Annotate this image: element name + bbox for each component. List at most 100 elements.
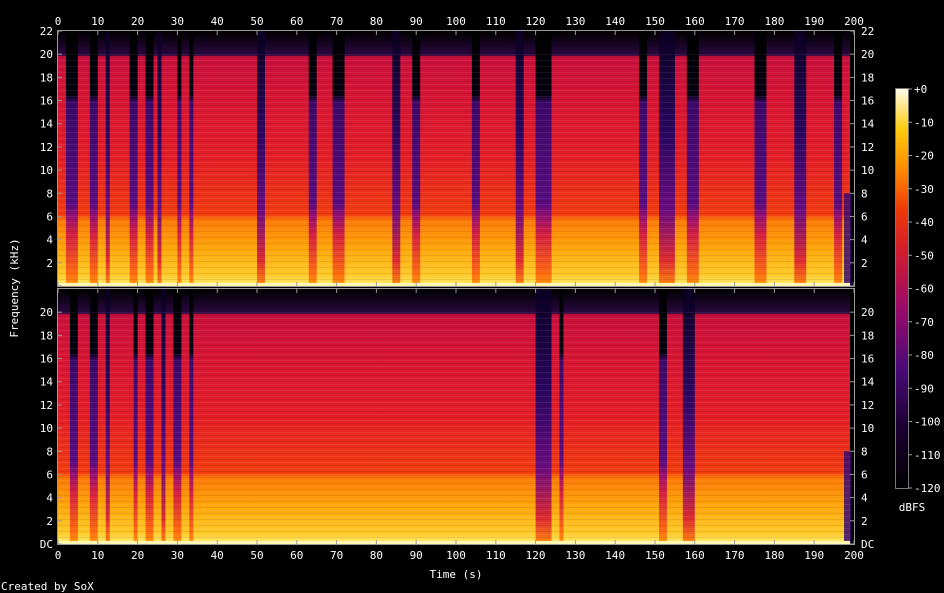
x-tick-label-top: 190 [804,15,824,28]
y-tick-label-left: 14 [40,376,54,389]
x-tick-label-bottom: 190 [804,549,824,562]
y-tick-label-left: 8 [46,445,53,458]
colorbar-tick-label: -80 [914,349,934,362]
channel-2-texture [58,312,851,544]
x-tick-label-bottom: 70 [330,549,343,562]
y-tick-label-right: 10 [861,164,874,177]
x-tick-label-bottom: 140 [605,549,625,562]
y-tick-label-right: 8 [861,187,868,200]
colorbar-tick-label: -90 [914,382,934,395]
y-tick-label-left: 18 [40,71,53,84]
x-tick-label-bottom: 120 [526,549,546,562]
y-tick-label-right: 12 [861,141,874,154]
y-axis-label: Frequency (kHz) [8,238,21,337]
y-tick-label-left: 2 [46,515,53,528]
x-tick-label-bottom: 30 [171,549,184,562]
y-tick-label-right: 6 [861,210,868,223]
x-tick-label-bottom: 40 [211,549,224,562]
y-tick-label-right: 18 [861,71,874,84]
colorbar-tick-label: -110 [914,449,941,462]
x-tick-label-bottom: 110 [486,549,506,562]
y-tick-label-left: 18 [40,329,53,342]
y-tick-label-right: 8 [861,445,868,458]
bottom-panel-frame [57,288,855,545]
x-tick-label-bottom: 170 [725,549,745,562]
x-axis-ticks: 0 0 10 10 20 20 30 30 40 40 50 50 60 60 70 70 80 80 90 90 10… [55,15,864,562]
colorbar [896,89,908,488]
colorbar-tick-label: -100 [914,416,941,429]
x-tick-label-top: 40 [211,15,224,28]
colorbar-tick-label: -50 [914,249,934,262]
colorbar-tick-label: -40 [914,216,934,229]
channel-1-dc-band [58,283,851,286]
y-tick-label-left: 16 [40,95,53,108]
x-tick-label-top: 10 [91,15,104,28]
colorbar-tick-label: -60 [914,283,934,296]
x-tick-label-bottom: 100 [446,549,466,562]
y-tick-label-left: 2 [46,257,53,270]
x-tick-label-top: 160 [685,15,705,28]
y-tick-label-left: 8 [46,187,53,200]
x-tick-label-top: 50 [250,15,263,28]
y-tick-label-left: 14 [40,118,54,131]
y-tick-label-right: 12 [861,399,874,412]
y-tick-label-right: 4 [861,492,868,505]
y-tick-label-left: 12 [40,141,53,154]
x-tick-label-bottom: 50 [250,549,263,562]
x-tick-label-top: 120 [526,15,546,28]
y-tick-label-left: 20 [40,306,53,319]
y-tick-label-left: 20 [40,48,53,61]
colorbar-tick-label: +0 [914,83,927,96]
y-tick-label-right: 2 [861,515,868,528]
x-tick-label-top: 0 [55,15,62,28]
x-tick-label-bottom: 150 [645,549,665,562]
x-tick-label-top: 100 [446,15,466,28]
y-tick-label-right: 14 [861,376,875,389]
x-tick-label-top: 170 [725,15,745,28]
x-tick-label-bottom: 10 [91,549,104,562]
x-tick-label-top: 70 [330,15,343,28]
y-tick-label-left: 10 [40,164,53,177]
y-tick-label-left: 16 [40,353,53,366]
y-tick-label-right: 20 [861,306,874,319]
x-tick-label-bottom: 160 [685,549,705,562]
y-tick-label-right: 2 [861,257,868,270]
x-tick-label-top: 20 [131,15,144,28]
y-tick-label-right: 16 [861,95,874,108]
y-tick-label-right: 10 [861,422,874,435]
x-tick-label-top: 140 [605,15,625,28]
y-tick-label-right: DC [861,538,874,551]
y-tick-label-right: 4 [861,234,868,247]
y-tick-label-left: 4 [46,234,53,247]
x-tick-label-bottom: 80 [370,549,383,562]
x-tick-label-top: 180 [764,15,784,28]
y-tick-label-left: 12 [40,399,53,412]
colorbar-ticks: +0 -10 -20 -30 -40 -50 -60 -70 -80 -90 -100 -110 -12… [908,83,941,495]
x-tick-label-top: 60 [290,15,303,28]
x-tick-label-top: 200 [844,15,864,28]
footer-credit: Created by SoX [1,580,94,593]
y-tick-label-left: DC [40,538,53,551]
x-tick-label-bottom: 130 [565,549,585,562]
x-tick-label-top: 110 [486,15,506,28]
colorbar-tick-label: -120 [914,482,941,495]
x-tick-label-bottom: 200 [844,549,864,562]
x-tick-label-top: 130 [565,15,585,28]
colorbar-tick-label: -10 [914,116,934,129]
y-tick-label-left: 10 [40,422,53,435]
spectrogram-channel-2 [58,289,854,544]
y-tick-label-right: 6 [861,468,868,481]
colorbar-tick-label: -70 [914,316,934,329]
top-panel-frame [57,30,855,287]
channel-2-dc-band [58,541,851,544]
y-tick-label-left: 6 [46,210,53,223]
y-tick-label-right: 18 [861,329,874,342]
x-tick-label-bottom: 180 [764,549,784,562]
y-tick-label-right: 22 [861,25,874,38]
x-tick-label-bottom: 60 [290,549,303,562]
x-tick-label-top: 150 [645,15,665,28]
colorbar-tick-label: -20 [914,150,934,163]
x-tick-label-top: 90 [410,15,423,28]
colorbar-label: dBFS [899,501,926,514]
